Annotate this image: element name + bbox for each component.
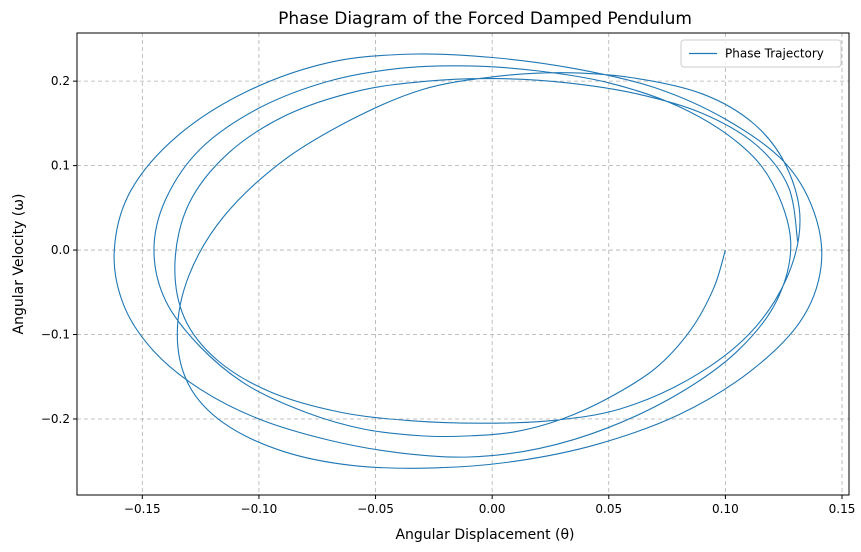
y-axis-label: Angular Velocity (ω) [11,194,27,335]
y-tick-label: −0.2 [41,412,70,426]
x-tick-label: 0.00 [479,502,506,516]
chart-title: Phase Diagram of the Forced Damped Pendu… [278,9,692,29]
plot-frame [76,32,850,496]
y-tick-label: 0.2 [51,74,70,88]
x-tick-label: 0.05 [595,502,622,516]
x-tick-label: −0.10 [241,502,278,516]
y-tick-label: −0.1 [41,328,70,342]
x-tick-label: −0.05 [357,502,394,516]
grid [77,33,849,495]
y-tick-label: 0.1 [51,159,70,173]
plot-series [113,53,823,469]
series-line-phase-trajectory [113,53,823,469]
x-tick-label: 0.10 [712,502,739,516]
x-axis-label: Angular Displacement (θ) [395,527,574,543]
legend: Phase Trajectory [680,39,842,68]
axis-ticks: −0.15 −0.10 −0.05 0.00 0.05 0.10 0.15 −0.2 −0.1 0… [41,74,856,516]
x-tick-label: 0.15 [829,502,856,516]
x-tick-label: −0.15 [124,502,161,516]
y-tick-label: 0.0 [51,243,70,257]
legend-box [680,39,842,68]
legend-entry: Phase Trajectory [725,47,824,61]
